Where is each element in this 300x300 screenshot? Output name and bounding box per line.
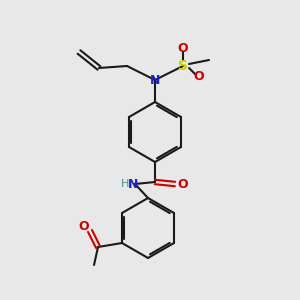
Text: H: H [121, 179, 129, 189]
Text: O: O [178, 41, 188, 55]
Text: O: O [178, 178, 188, 190]
Text: O: O [79, 220, 89, 233]
Text: N: N [128, 178, 138, 190]
Text: O: O [194, 70, 204, 83]
Text: S: S [178, 59, 188, 73]
Text: N: N [150, 74, 160, 86]
